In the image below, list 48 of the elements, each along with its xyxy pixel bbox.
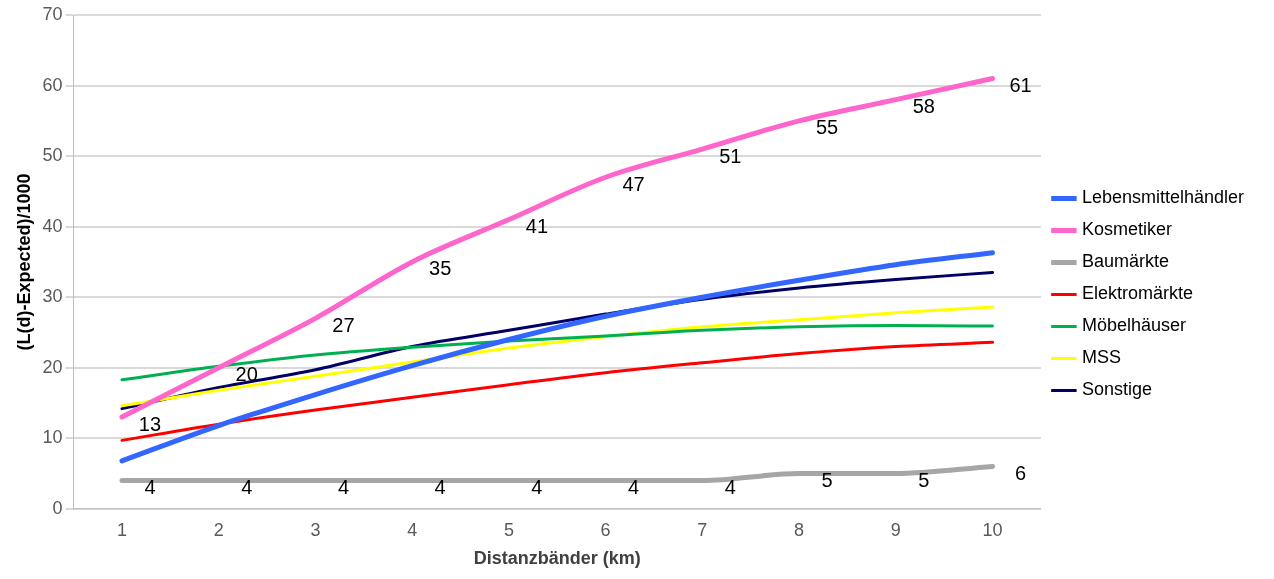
data-label: 5 [821,469,833,492]
legend-label: Möbelhäuser [1081,315,1186,336]
x-tick-label: 4 [407,519,418,540]
y-tick-label: 70 [42,3,63,24]
legend-label: MSS [1081,347,1121,368]
data-label: 20 [235,363,258,386]
data-label: 35 [429,257,452,280]
y-tick-label: 10 [42,427,63,448]
data-label: 47 [622,172,645,195]
x-tick-label: 8 [794,519,805,540]
x-tick-label: 2 [213,519,224,540]
data-label: 51 [719,144,742,167]
data-label: 55 [815,116,839,139]
x-tick-label: 10 [982,519,1003,540]
y-tick-label: 50 [42,145,63,166]
data-label: 4 [628,476,640,499]
x-tick-label: 9 [890,519,901,540]
data-label: 58 [912,95,935,118]
data-label: 4 [144,476,156,499]
y-tick-label: 20 [42,356,63,377]
data-label: 4 [434,476,446,499]
legend-label: Baumärkte [1081,251,1169,272]
y-axis-title: (L(d)-Expected)/1000 [13,173,34,351]
x-tick-label: 5 [503,519,514,540]
data-label: 4 [241,476,253,499]
x-tick-label: 3 [310,519,321,540]
y-tick-label: 30 [42,286,63,307]
legend-label: Lebensmittelhändler [1081,187,1245,208]
data-label: 61 [1009,74,1032,96]
data-label: 6 [1014,461,1027,484]
data-label: 5 [918,469,930,492]
y-tick-label: 40 [42,215,63,236]
x-tick-label: 1 [116,519,127,540]
legend-label: Kosmetiker [1081,219,1172,240]
y-tick-label: 0 [52,497,63,518]
data-label: 4 [531,476,543,499]
y-tick-label: 60 [42,74,63,95]
x-axis-title: Distanzbänder (km) [473,548,641,569]
data-label: 41 [525,215,549,238]
x-tick-label: 6 [600,519,611,540]
data-label: 13 [138,412,162,435]
legend-label: Elektromärkte [1081,283,1193,304]
data-label: 4 [337,476,349,499]
data-label: 27 [332,313,355,336]
data-label: 4 [724,476,736,499]
line-series [120,340,995,442]
x-tick-label: 7 [697,519,708,540]
legend-label: Sonstige [1081,379,1152,400]
